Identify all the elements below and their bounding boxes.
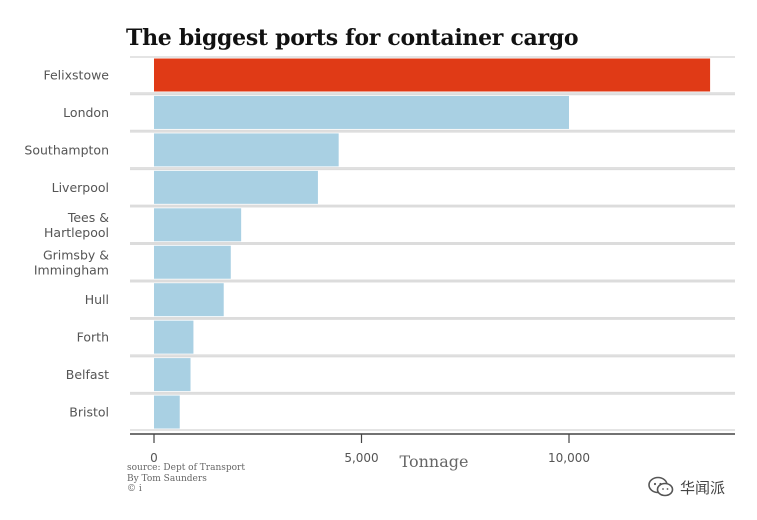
category-label-line: Tees &: [67, 210, 109, 225]
category-labels: Felixstowe London Southampton Liverpool Tees…: [24, 68, 109, 420]
grid-lines: [130, 56, 735, 431]
category-label: Forth: [77, 330, 109, 345]
bar-bristol: [154, 395, 180, 429]
category-label: Belfast: [66, 367, 109, 382]
category-label-line: Hull: [85, 292, 109, 307]
bar-tees-hartlepool: [154, 208, 242, 242]
chart-title: The biggest ports for container cargo: [126, 25, 579, 51]
watermark: 华闻派: [648, 476, 725, 498]
bar-liverpool: [154, 170, 318, 204]
x-axis-label: Tonnage: [400, 452, 469, 471]
category-label-line: Felixstowe: [43, 68, 109, 83]
watermark-text: 华闻派: [680, 478, 726, 497]
category-label-line: Forth: [77, 330, 109, 345]
category-label-line: Hartlepool: [44, 225, 109, 240]
category-label-line: Bristol: [69, 405, 109, 420]
bar-forth: [154, 320, 194, 354]
category-label: Bristol: [69, 405, 109, 420]
bar-belfast: [154, 358, 191, 392]
byline: By Tom Saunders: [127, 473, 207, 484]
category-label: Tees & Hartlepool: [44, 210, 109, 240]
bar-grimsby-immingham: [154, 245, 231, 279]
x-tick-label: 10,000: [548, 451, 590, 465]
copyright-mark: © i: [127, 484, 142, 494]
category-label-line: Immingham: [34, 262, 109, 277]
bar-southampton: [154, 133, 339, 167]
x-tick-label: 5,000: [344, 451, 378, 465]
bar-london: [154, 95, 569, 129]
category-label: Hull: [85, 292, 109, 307]
category-label-line: Liverpool: [52, 180, 109, 195]
category-label-line: Grimsby &: [43, 247, 109, 262]
category-label: Liverpool: [52, 180, 109, 195]
category-label: Southampton: [24, 142, 109, 157]
x-axis-ticks: 0 5,000 10,000: [150, 434, 590, 465]
x-tick-label: 0: [150, 451, 158, 465]
wechat-logo-icon: [648, 476, 674, 497]
bars: [154, 58, 711, 429]
category-label-line: London: [63, 105, 109, 120]
source-note: source: Dept of Transport: [127, 463, 245, 473]
category-label: London: [63, 105, 109, 120]
bar-hull: [154, 283, 224, 317]
category-label: Felixstowe: [43, 68, 109, 83]
bar-felixstowe: [154, 58, 711, 92]
category-label-line: Southampton: [24, 142, 109, 157]
category-label-line: Belfast: [66, 367, 109, 382]
chart-footer: source: Dept of Transport By Tom Saunder…: [127, 463, 245, 495]
category-label: Grimsby & Immingham: [34, 247, 109, 277]
